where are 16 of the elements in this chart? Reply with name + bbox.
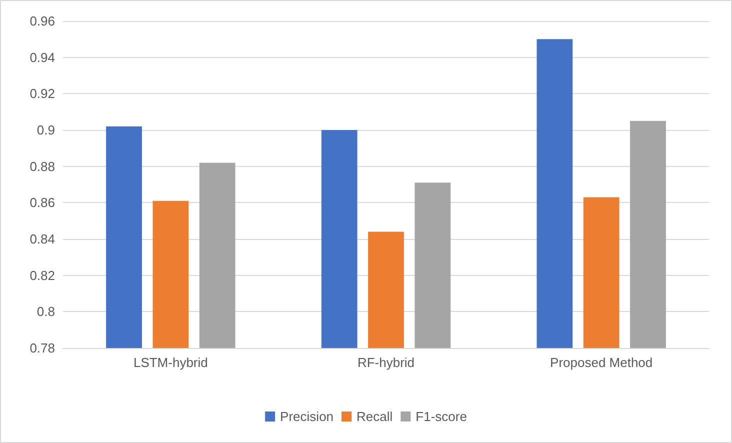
y-tick-label: 0.8 xyxy=(36,304,55,320)
y-tick-label: 0.84 xyxy=(30,232,55,246)
y-tick-label: 0.86 xyxy=(30,195,55,210)
y-tick-label: 0.9 xyxy=(36,122,55,138)
y-tick-label: 0.82 xyxy=(30,268,55,283)
y-tick-label: 0.78 xyxy=(30,340,55,356)
x-tick-label: RF-hybrid xyxy=(357,355,415,370)
legend-label: F1-score xyxy=(416,409,467,424)
y-tick-label: 0.88 xyxy=(30,158,55,174)
y-tick-label: 0.92 xyxy=(30,86,55,102)
x-tick-label: LSTM-hybrid xyxy=(133,355,208,370)
legend-label: Precision xyxy=(280,409,334,424)
y-tick-label: 0.96 xyxy=(30,14,55,28)
legend-label: Recall xyxy=(356,409,393,424)
x-tick-label: Proposed Method xyxy=(550,355,653,370)
y-tick-label: 0.94 xyxy=(30,50,55,65)
